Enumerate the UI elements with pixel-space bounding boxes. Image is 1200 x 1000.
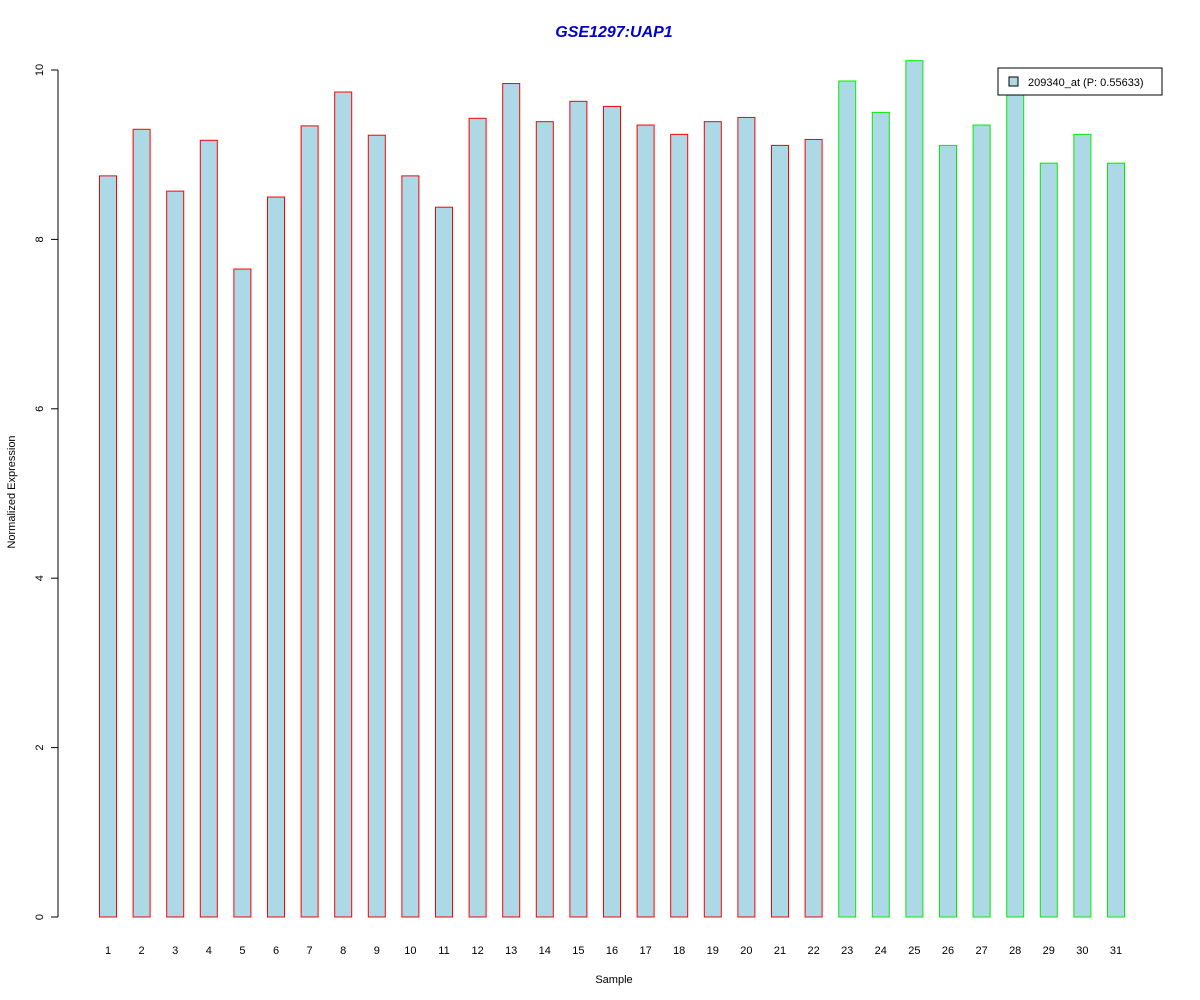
x-tick-label: 18 [673, 945, 685, 957]
legend-swatch [1008, 76, 1019, 87]
bar [132, 128, 151, 918]
y-tick-label: 4 [34, 575, 46, 581]
bar [569, 100, 588, 918]
bar [367, 134, 386, 918]
x-tick-label: 6 [273, 945, 279, 957]
x-tick-label: 15 [572, 945, 584, 957]
y-axis: 0 2 4 6 8 10 [34, 64, 59, 920]
x-tick-label: 21 [774, 945, 786, 957]
x-tick-label: 25 [908, 945, 920, 957]
x-tick-label: 27 [975, 945, 987, 957]
bar [267, 196, 285, 918]
y-tick-label: 0 [34, 914, 46, 920]
chart-title: GSE1297:UAP1 [555, 24, 672, 41]
legend-label: 209340_at (P: 0.55633) [1028, 77, 1144, 89]
x-tick-label: 11 [438, 945, 449, 957]
bar [871, 111, 890, 918]
y-tick-label: 6 [34, 406, 46, 412]
x-tick-label: 19 [707, 945, 719, 957]
x-tick-label: 22 [807, 945, 819, 957]
x-tick-label: 12 [471, 945, 483, 957]
bar [636, 124, 655, 918]
x-tick-label: 29 [1043, 945, 1055, 957]
bar [1006, 89, 1025, 918]
x-tick-label: 26 [942, 945, 954, 957]
x-tick-label: 16 [606, 945, 618, 957]
x-tick-label: 24 [875, 945, 887, 957]
bar [166, 190, 185, 918]
bar [670, 133, 689, 918]
x-tick-label: 13 [505, 945, 517, 957]
bar [300, 125, 319, 918]
bar [737, 116, 756, 918]
bar [468, 117, 487, 918]
bar [703, 121, 722, 918]
x-tick-label: 8 [340, 945, 346, 957]
x-tick-label: 31 [1110, 945, 1122, 957]
y-tick-label: 2 [34, 745, 46, 751]
bar [1107, 162, 1125, 918]
bar [1073, 133, 1092, 918]
y-tick-label: 10 [34, 64, 46, 76]
bar [1039, 162, 1058, 918]
x-axis-label: Sample [595, 974, 632, 986]
legend: 209340_at (P: 0.55633) [997, 67, 1163, 96]
x-tick-label: 3 [172, 945, 178, 957]
y-tick-label: 8 [34, 236, 46, 242]
bar [99, 175, 117, 918]
bar [435, 206, 453, 918]
x-tick-label: 1 [105, 945, 111, 957]
x-tick-label: 28 [1009, 945, 1021, 957]
bar [233, 268, 252, 918]
bar [401, 175, 420, 918]
bars [99, 60, 1125, 918]
x-tick-label: 2 [139, 945, 145, 957]
x-tick-label: 30 [1076, 945, 1088, 957]
bar [972, 124, 991, 918]
bar [838, 80, 857, 918]
x-tick-label: 7 [307, 945, 313, 957]
bar [334, 91, 353, 918]
bar [535, 121, 554, 918]
bar [939, 144, 957, 918]
bar [771, 144, 789, 918]
x-tick-label: 20 [740, 945, 752, 957]
legend-box [997, 67, 1163, 96]
x-axis: 1 2 3 4 5 6 7 8 9 10 11 12 13 14 15 16 17 18 19 20 21 22 23 24 2… [105, 945, 1122, 957]
bar [905, 60, 924, 918]
x-tick-label: 17 [639, 945, 651, 957]
y-axis-label: Normalized Expression [6, 435, 18, 548]
x-tick-label: 9 [374, 945, 380, 957]
x-tick-label: 14 [539, 945, 551, 957]
bar [502, 83, 521, 918]
x-tick-label: 4 [206, 945, 212, 957]
bar [804, 138, 823, 918]
x-tick-label: 10 [404, 945, 416, 957]
bar [603, 105, 621, 918]
bar [199, 139, 218, 918]
x-tick-label: 23 [841, 945, 853, 957]
x-tick-label: 5 [239, 945, 245, 957]
